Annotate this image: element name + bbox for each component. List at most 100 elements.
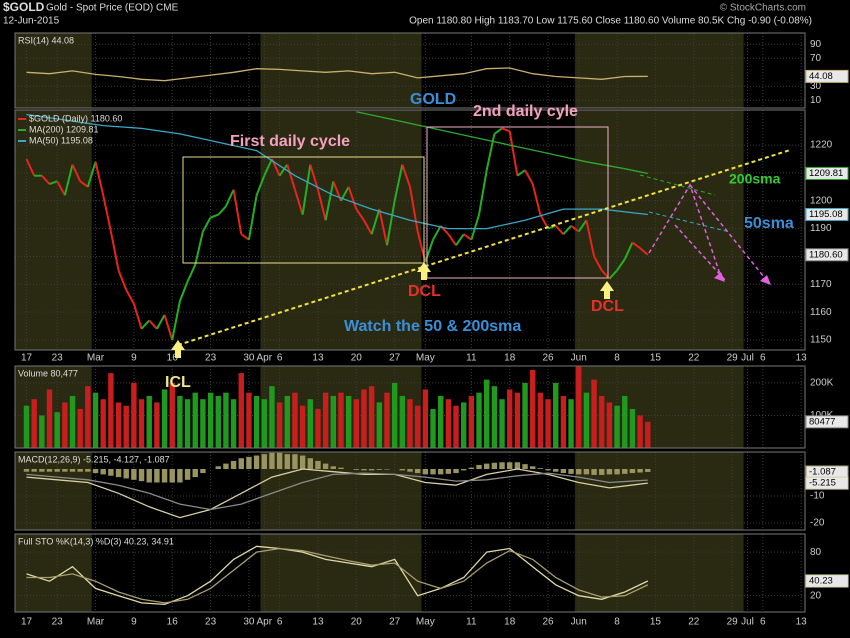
y-tick-label: 30 — [810, 81, 822, 92]
bar — [230, 399, 237, 448]
bar — [645, 469, 651, 472]
bar — [338, 467, 344, 470]
bar — [131, 382, 137, 448]
price-segment — [378, 208, 388, 246]
quote: Open 1180.80 High 1183.70 Low 1175.60 Cl… — [409, 16, 812, 27]
bar — [85, 386, 91, 448]
panel-title: RSI(14) 44.08 — [18, 35, 74, 45]
y-tick-label: 1200 — [810, 195, 833, 206]
legend-label: MA(200) 1209.81 — [29, 124, 99, 134]
bar — [46, 469, 53, 472]
x-tick-label: 6 — [277, 617, 283, 628]
bar — [246, 392, 252, 448]
bar — [123, 469, 129, 479]
bar — [568, 399, 574, 448]
bar — [368, 386, 375, 448]
x-tick-label: 16 — [167, 617, 179, 628]
line — [26, 67, 648, 82]
bar — [307, 399, 313, 448]
bar — [46, 389, 53, 448]
last-value-label: 40.23 — [809, 576, 833, 587]
bar — [637, 415, 643, 448]
bar — [138, 469, 145, 482]
bar — [514, 462, 521, 470]
bar — [154, 402, 160, 448]
x-tick-label: 15 — [650, 353, 662, 364]
projection — [674, 224, 726, 281]
bar — [62, 402, 68, 448]
price-segment — [616, 258, 626, 271]
bar — [460, 402, 467, 448]
x-tick-label: 11 — [466, 353, 477, 364]
price-segment — [463, 233, 472, 241]
bar — [276, 402, 283, 448]
x-tick-label: 13 — [312, 617, 324, 628]
x-tick-label: 9 — [131, 353, 137, 364]
bar — [568, 469, 574, 474]
price-segment — [447, 233, 457, 246]
bar — [108, 469, 114, 476]
bar — [62, 469, 68, 472]
bar — [261, 454, 267, 470]
bar — [223, 392, 229, 448]
bar — [407, 469, 413, 472]
price-segment — [178, 281, 189, 302]
bar — [269, 452, 275, 470]
month-shading — [574, 110, 744, 350]
x-tick-label: 27 — [389, 617, 401, 628]
bar — [315, 408, 321, 448]
panel-border — [14, 32, 806, 109]
price-segment — [478, 169, 488, 215]
x-tick-label: 17 — [21, 617, 33, 628]
bar — [85, 469, 91, 472]
bar — [437, 469, 444, 475]
bar — [491, 462, 498, 470]
panels: 10 30 70 90 44.08 RSI(14) 44.08 1150 1160 1170 11… — [14, 32, 849, 628]
bar — [453, 405, 459, 448]
x-tick-label: 6 — [760, 353, 766, 364]
bar — [108, 373, 114, 448]
last-value-box — [805, 476, 849, 490]
x-tick-label: 26 — [542, 353, 554, 364]
price-segment — [132, 303, 143, 330]
y-tick-label: 1160 — [810, 307, 832, 318]
bar — [530, 466, 536, 470]
x-tick-label: 18 — [504, 617, 516, 628]
bar — [192, 392, 198, 448]
annotation: DCL — [591, 298, 624, 315]
bar — [69, 395, 76, 448]
price-segment — [49, 180, 58, 186]
cycle-box — [182, 156, 425, 264]
bar — [154, 469, 160, 483]
bar — [629, 408, 636, 448]
annotation-layer: $GOLD Gold - Spot Price (EOD) CME 12-Jun… — [3, 0, 812, 391]
price-segment — [570, 225, 580, 233]
x-tick-label: Apr — [256, 617, 272, 628]
bar — [215, 395, 221, 448]
x-tick-label: 30 — [243, 353, 255, 364]
price-segment — [102, 194, 112, 232]
y-tick-label: 1170 — [810, 279, 832, 290]
bar — [299, 455, 306, 470]
bar — [161, 389, 168, 448]
x-tick-label: 8 — [614, 353, 620, 364]
x-tick-label: 13 — [796, 353, 808, 364]
bar — [437, 395, 444, 448]
bar — [622, 395, 628, 448]
date: 12-Jun-2015 — [3, 16, 60, 27]
last-value-label: 80477 — [809, 416, 835, 427]
bar — [522, 464, 528, 470]
price-segment — [370, 208, 381, 235]
symbol: $GOLD — [3, 0, 45, 14]
bar — [537, 468, 544, 470]
bar — [483, 379, 490, 448]
price-segment — [562, 225, 572, 235]
security-name: Gold - Spot Price (EOD) CME — [46, 3, 179, 14]
bar — [407, 399, 413, 448]
price-segment — [240, 233, 250, 241]
bar — [476, 392, 482, 448]
panel-title: Full STO %K(14,3) %D(3) 40.23, 34.91 — [18, 536, 174, 546]
price-segment — [554, 225, 565, 235]
bar — [560, 395, 567, 448]
